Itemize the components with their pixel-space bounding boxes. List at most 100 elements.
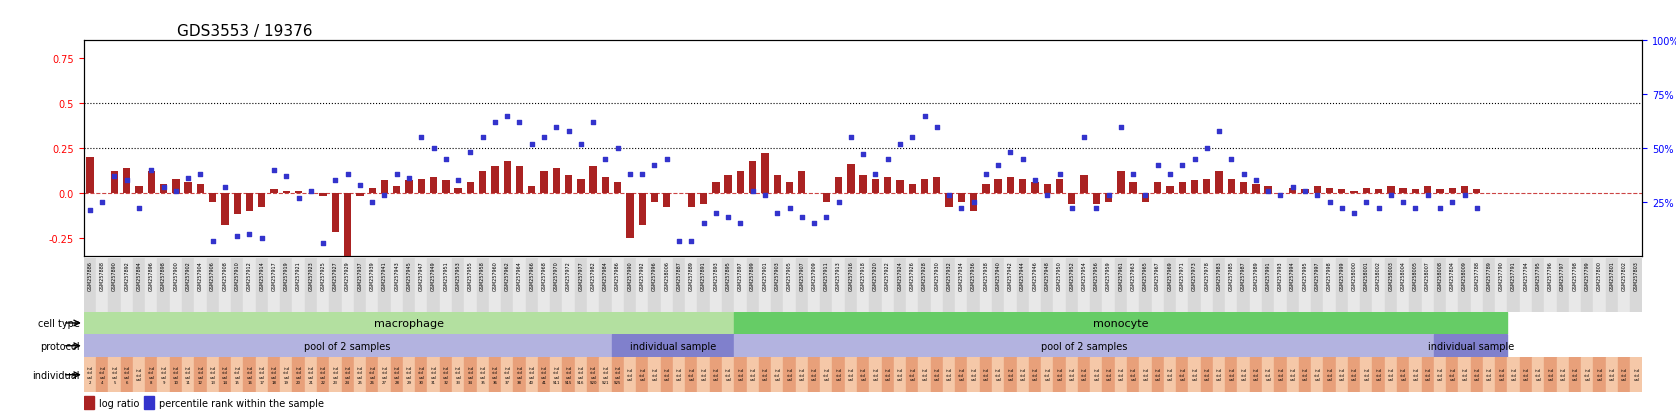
Text: GSM257798: GSM257798 bbox=[1572, 261, 1577, 290]
Text: GSM257941: GSM257941 bbox=[382, 261, 387, 290]
Text: GSM257891: GSM257891 bbox=[701, 261, 706, 290]
Text: GSM257984: GSM257984 bbox=[603, 261, 608, 290]
Bar bbox=[1289, 188, 1296, 193]
Text: GSM258001: GSM258001 bbox=[1364, 261, 1369, 291]
Text: ind
vid
ual: ind vid ual bbox=[945, 368, 952, 381]
Point bbox=[628, 171, 655, 178]
Text: ind
vid
ual: ind vid ual bbox=[652, 368, 657, 381]
Text: GSM257804: GSM257804 bbox=[1450, 261, 1455, 291]
Point bbox=[1205, 128, 1232, 135]
Point bbox=[555, 128, 582, 135]
Point bbox=[801, 221, 828, 227]
Text: GSM257942: GSM257942 bbox=[1007, 261, 1012, 290]
Point bbox=[642, 163, 669, 169]
Bar bbox=[354, 357, 365, 392]
Text: GSM257999: GSM257999 bbox=[1339, 261, 1344, 290]
Text: GSM257893: GSM257893 bbox=[714, 261, 719, 290]
Bar bbox=[722, 258, 734, 312]
Text: ind
vid
ual
33: ind vid ual 33 bbox=[456, 366, 461, 384]
Text: GSM257929: GSM257929 bbox=[345, 261, 350, 290]
Bar bbox=[1225, 258, 1237, 312]
Bar bbox=[1532, 258, 1544, 312]
Text: ind
vid
ual: ind vid ual bbox=[959, 368, 964, 381]
Text: ind
vid
ual
32: ind vid ual 32 bbox=[442, 366, 449, 384]
Bar bbox=[1336, 258, 1348, 312]
Text: pool of 2 samples: pool of 2 samples bbox=[1041, 341, 1128, 351]
Text: ind
vid
ual: ind vid ual bbox=[712, 368, 719, 381]
Bar bbox=[1056, 179, 1063, 193]
Bar bbox=[132, 357, 146, 392]
Bar bbox=[1606, 357, 1617, 392]
Bar bbox=[121, 258, 132, 312]
Text: GSM257911: GSM257911 bbox=[825, 261, 830, 290]
Point bbox=[531, 135, 558, 141]
Text: ind
vid
ual
37: ind vid ual 37 bbox=[504, 366, 510, 384]
Bar bbox=[268, 258, 280, 312]
Bar bbox=[1237, 357, 1250, 392]
Text: GSM257964: GSM257964 bbox=[516, 261, 521, 290]
Point bbox=[1058, 206, 1084, 212]
Text: GSM257932: GSM257932 bbox=[947, 261, 952, 290]
Bar bbox=[292, 258, 305, 312]
Bar bbox=[820, 357, 833, 392]
Bar bbox=[1470, 258, 1483, 312]
Bar bbox=[1287, 258, 1299, 312]
Bar bbox=[233, 193, 241, 215]
Text: ind
vid
ual: ind vid ual bbox=[799, 368, 804, 381]
Bar bbox=[280, 258, 292, 312]
Point bbox=[370, 192, 397, 199]
Text: ind
vid
ual: ind vid ual bbox=[1351, 368, 1358, 381]
Bar bbox=[1311, 258, 1324, 312]
Bar bbox=[476, 357, 489, 392]
Bar bbox=[845, 258, 856, 312]
Bar bbox=[1520, 258, 1532, 312]
Bar bbox=[783, 258, 796, 312]
Point bbox=[727, 221, 754, 227]
Point bbox=[1316, 199, 1342, 206]
Text: ind
vid
ual: ind vid ual bbox=[1363, 368, 1369, 381]
Text: GSM257958: GSM257958 bbox=[481, 261, 484, 290]
Text: protocol: protocol bbox=[40, 341, 80, 351]
Bar bbox=[354, 258, 365, 312]
Text: ind
vid
ual: ind vid ual bbox=[811, 368, 818, 381]
Bar bbox=[503, 161, 511, 193]
Text: GSM257939: GSM257939 bbox=[370, 261, 375, 290]
Text: ind
vid
ual
30: ind vid ual 30 bbox=[419, 366, 424, 384]
Bar bbox=[660, 357, 672, 392]
Text: ind
vid
ual: ind vid ual bbox=[664, 368, 670, 381]
Text: ind
vid
ual
20: ind vid ual 20 bbox=[295, 366, 302, 384]
Bar bbox=[1054, 357, 1066, 392]
Text: ind
vid
ual: ind vid ual bbox=[1019, 368, 1026, 381]
Bar bbox=[1155, 183, 1161, 193]
Bar bbox=[305, 357, 317, 392]
Text: ind
vid
ual
15: ind vid ual 15 bbox=[235, 366, 240, 384]
Bar bbox=[856, 258, 870, 312]
Text: GSM257989: GSM257989 bbox=[1254, 261, 1259, 290]
Text: GSM257945: GSM257945 bbox=[407, 261, 412, 290]
Bar bbox=[712, 183, 719, 193]
Bar bbox=[270, 190, 278, 193]
Bar bbox=[1089, 357, 1103, 392]
Bar bbox=[1411, 190, 1420, 193]
Bar bbox=[391, 357, 402, 392]
Bar bbox=[1324, 258, 1336, 312]
Bar bbox=[109, 258, 121, 312]
Point bbox=[310, 240, 337, 247]
Text: ind
vid
ual
23: ind vid ual 23 bbox=[332, 366, 339, 384]
Point bbox=[751, 192, 778, 199]
Text: ind
vid
ual: ind vid ual bbox=[1044, 368, 1051, 381]
Text: GSM257910: GSM257910 bbox=[235, 261, 240, 290]
Text: GSM258005: GSM258005 bbox=[1413, 261, 1418, 291]
Text: ind
vid
ual: ind vid ual bbox=[836, 368, 841, 381]
Bar bbox=[379, 357, 391, 392]
Bar bbox=[85, 158, 94, 193]
Bar bbox=[1004, 258, 1017, 312]
Text: ind
vid
ual: ind vid ual bbox=[1217, 368, 1222, 381]
Text: ind
vid
ual: ind vid ual bbox=[639, 368, 645, 381]
Text: GSM257890: GSM257890 bbox=[112, 261, 117, 290]
Text: GSM257796: GSM257796 bbox=[1549, 261, 1554, 290]
Bar bbox=[158, 357, 169, 392]
Bar bbox=[1399, 188, 1406, 193]
Point bbox=[949, 206, 975, 212]
Bar bbox=[955, 357, 967, 392]
